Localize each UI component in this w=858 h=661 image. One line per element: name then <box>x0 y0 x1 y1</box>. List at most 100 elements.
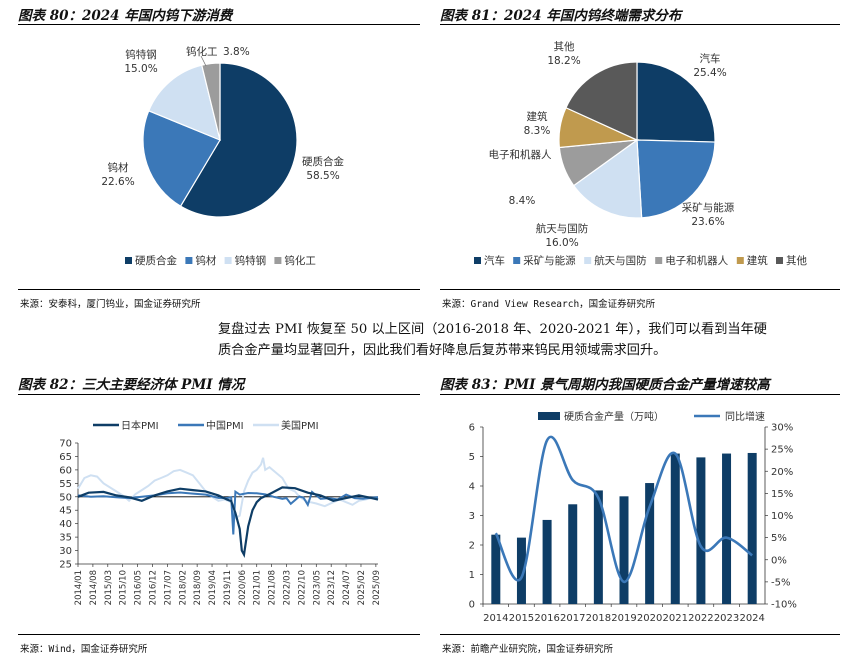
right-y-tick-label-6: 0% <box>771 555 787 566</box>
fig82-bottom-rule <box>18 634 420 635</box>
pie-slice-0 <box>636 61 716 143</box>
y-tick-label-2: 60 <box>59 465 72 476</box>
legend-label-0: 硬质合金 <box>135 254 177 267</box>
legend-swatch-2 <box>224 257 232 264</box>
left-y-tick-label-3: 3 <box>469 511 475 522</box>
bar-9 <box>722 453 732 604</box>
x-tick-label-17: 2023/12 <box>327 570 337 605</box>
pie-value-label-3: 3.8% <box>223 46 250 58</box>
legend-swatch-1 <box>513 257 521 264</box>
legend-swatch-2 <box>584 257 592 264</box>
bar-10 <box>747 452 757 604</box>
pie-slice-label-0: 硬质合金 <box>302 155 344 168</box>
pie-value-label-0: 58.5% <box>306 170 339 182</box>
x-tick-label-11: 2020/06 <box>238 570 248 605</box>
legend-swatch-4 <box>736 257 744 264</box>
pie-slice-2 <box>147 64 221 142</box>
fig81-source: 来源：Grand View Research，国金证券研究所 <box>442 299 656 310</box>
y-tick-label-5: 45 <box>59 506 72 517</box>
pie-slice-label-1: 采矿与能源 <box>682 201 735 214</box>
legend-label-1: 钨材 <box>195 254 216 267</box>
x-tick-label-10: 2019/11 <box>223 570 233 605</box>
fig81-title: 图表 81：2024 年国内钨终端需求分布 <box>440 8 682 24</box>
pie-slice-label-3: 电子和机器人 <box>489 148 552 161</box>
pie-slice-label-4: 建筑 <box>527 110 548 123</box>
x-tick-label-2: 2015/03 <box>104 570 114 605</box>
x-tick-label-1: 2014/08 <box>89 570 99 605</box>
pie-slice-label-0: 汽车 <box>700 52 721 65</box>
bar-8 <box>696 457 706 604</box>
x-tick-label-8: 2018/09 <box>193 570 203 605</box>
x-tick-label-9: 2023 <box>714 613 739 624</box>
x-tick-label-12: 2021/01 <box>253 570 263 605</box>
left-y-tick-label-5: 1 <box>469 570 475 581</box>
x-tick-label-3: 2015/10 <box>119 570 129 605</box>
x-tick-label-9: 2019/04 <box>208 570 218 605</box>
legend-swatch-5 <box>776 257 783 264</box>
pie-value-label-5: 18.2% <box>547 55 580 67</box>
bar-7 <box>670 453 680 604</box>
right-y-tick-label-3: 15% <box>771 489 793 500</box>
x-tick-label-4: 2018 <box>586 613 611 624</box>
y-tick-label-7: 35 <box>59 533 72 544</box>
legend-label-0: 日本PMI <box>121 419 159 432</box>
x-tick-label-5: 2016/12 <box>148 570 158 605</box>
fig82-title-rule <box>18 394 420 395</box>
legend-label-2: 航天与国防 <box>594 254 647 267</box>
paragraph-line-2: 质合金产量均显著回升，因此我们看好降息后复苏带来钨民用领域需求回升。 <box>218 343 667 358</box>
pie-slice-1 <box>636 139 716 219</box>
y-tick-label-4: 50 <box>59 492 72 503</box>
legend-label-4: 建筑 <box>747 254 768 267</box>
x-tick-label-7: 2018/02 <box>178 570 188 605</box>
x-tick-label-18: 2024/07 <box>342 570 352 605</box>
pie-value-label-1: 23.6% <box>691 216 724 228</box>
left-y-tick-label-6: 0 <box>469 600 475 611</box>
x-tick-label-10: 2024 <box>739 613 764 624</box>
right-y-tick-label-8: -10% <box>771 600 797 611</box>
fig80-bottom-rule <box>18 289 420 290</box>
x-tick-label-8: 2022 <box>688 613 713 624</box>
right-y-tick-label-2: 20% <box>771 467 793 478</box>
pie-slice-label-2: 钨特钢 <box>125 48 157 61</box>
x-tick-label-6: 2020 <box>637 613 662 624</box>
legend-swatch-3 <box>274 257 282 264</box>
right-y-tick-label-7: -5% <box>771 577 790 588</box>
legend-label-1: 采矿与能源 <box>523 254 576 267</box>
y-tick-label-6: 40 <box>59 519 72 530</box>
fig81-bottom-rule <box>440 289 840 290</box>
pie-value-label-2: 15.0% <box>124 63 157 75</box>
x-tick-label-4: 2016/05 <box>134 570 144 605</box>
x-tick-label-0: 2014/01 <box>74 570 84 605</box>
x-tick-label-2: 2016 <box>534 613 559 624</box>
left-y-tick-label-4: 2 <box>469 541 475 552</box>
series-line-1 <box>77 489 379 535</box>
fig80-title: 图表 80：2024 年国内钨下游消费 <box>18 8 233 24</box>
x-tick-label-6: 2017/07 <box>163 570 173 605</box>
x-tick-label-19: 2025/02 <box>357 570 367 605</box>
pie-value-label-0: 25.4% <box>693 67 726 79</box>
fig82-source: 来源：Wind，国金证券研究所 <box>20 644 148 655</box>
bar-4 <box>593 490 603 604</box>
y-tick-label-0: 70 <box>59 439 72 450</box>
right-y-tick-label-5: 5% <box>771 533 787 544</box>
left-y-tick-label-1: 5 <box>469 452 475 463</box>
legend-label-3: 钨化工 <box>284 254 316 267</box>
fig81-title-rule <box>440 24 840 25</box>
bar-3 <box>568 504 578 604</box>
pie-leader-line-3 <box>200 55 207 67</box>
right-y-tick-label-0: 30% <box>771 423 793 434</box>
series-line-0 <box>77 486 379 558</box>
y-tick-label-8: 30 <box>59 546 72 557</box>
x-tick-label-7: 2021 <box>663 613 688 624</box>
x-tick-label-14: 2022/03 <box>283 570 293 605</box>
pie-slice-5 <box>565 61 638 141</box>
x-tick-label-5: 2019 <box>611 613 636 624</box>
x-tick-label-16: 2023/05 <box>312 570 322 605</box>
legend-swatch-3 <box>655 257 663 264</box>
y-tick-label-1: 65 <box>59 452 72 463</box>
left-y-tick-label-2: 4 <box>469 482 475 493</box>
bar-2 <box>542 519 552 604</box>
pie-value-label-2: 16.0% <box>545 237 578 249</box>
y-tick-label-3: 55 <box>59 479 72 490</box>
legend-swatch-0 <box>538 412 560 420</box>
